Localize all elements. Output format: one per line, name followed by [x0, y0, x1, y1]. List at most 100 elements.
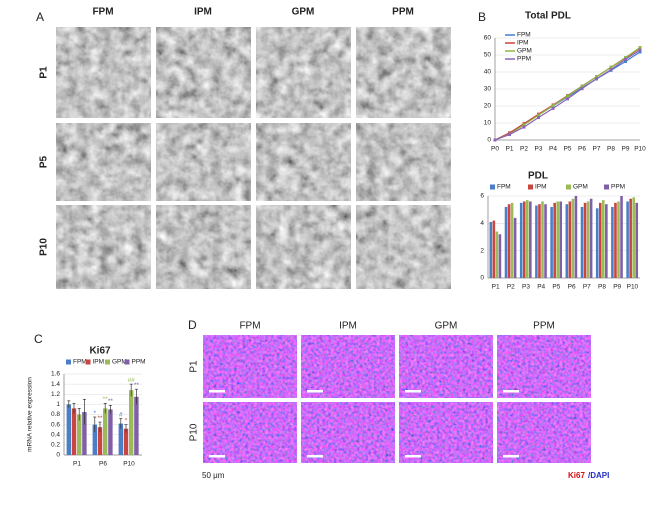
bar [629, 198, 632, 278]
micrograph [356, 27, 451, 118]
bar [489, 221, 493, 278]
y-tick-label: 1 [56, 401, 60, 408]
y-tick-label: 50 [484, 52, 492, 59]
panel-label: B [478, 10, 486, 24]
bar [498, 234, 502, 278]
bar [571, 198, 575, 278]
marker [624, 56, 627, 60]
marker [493, 138, 497, 142]
bar [134, 396, 139, 455]
significance: ** [103, 396, 109, 403]
significance: ** [108, 398, 114, 405]
column-label: GPM [292, 7, 315, 18]
y-tick-label: 20 [484, 103, 492, 110]
bar [605, 204, 608, 278]
x-tick-label: P3 [522, 284, 530, 291]
y-tick-label: 0 [487, 137, 491, 144]
x-tick-label: P3 [535, 146, 543, 153]
bar [71, 408, 77, 455]
bar [556, 201, 559, 278]
bar [123, 428, 129, 455]
micrograph [256, 123, 351, 201]
micrograph [156, 123, 251, 201]
x-tick-label: P4 [549, 146, 557, 153]
y-tick-label: 1.2 [51, 391, 60, 398]
bar [617, 201, 620, 278]
significance: # [119, 411, 123, 418]
x-tick-label: P1 [492, 284, 500, 291]
x-tick-label: P8 [607, 146, 615, 153]
legend-swatch [85, 359, 91, 365]
y-tick-label: 0 [56, 452, 60, 459]
bar [97, 427, 103, 455]
bar [103, 408, 108, 455]
x-tick-label: P10 [123, 461, 135, 468]
bar [544, 204, 547, 278]
row-label: P10 [189, 423, 200, 441]
marker [537, 116, 540, 120]
x-tick-label: P5 [552, 284, 560, 291]
legend-swatch [124, 359, 130, 365]
x-tick-label: P10 [634, 146, 646, 153]
bar [492, 220, 496, 278]
marker [638, 50, 642, 54]
micrograph [156, 27, 251, 118]
bar [108, 409, 113, 455]
y-tick-label: 1.6 [51, 371, 60, 378]
legend-swatch [604, 184, 609, 190]
y-tick-label: 0.6 [51, 421, 60, 428]
legend-label: PPM [611, 184, 625, 191]
marker [580, 87, 584, 91]
x-tick-label: P9 [622, 146, 630, 153]
x-tick-label: P8 [598, 284, 606, 291]
significance: ## [128, 377, 136, 384]
significance: ** [97, 415, 103, 422]
fluorescence-image [497, 402, 591, 463]
bar [118, 423, 124, 455]
marker [566, 94, 569, 98]
legend-label: GPM [517, 48, 532, 55]
bar [620, 196, 623, 278]
legend-label: PPM [517, 56, 531, 63]
row-label: P10 [39, 238, 50, 256]
x-tick-label: P1 [73, 461, 81, 468]
bar [538, 204, 541, 278]
bar [580, 206, 584, 278]
x-tick-label: P0 [491, 146, 499, 153]
x-tick-label: P6 [99, 461, 107, 468]
marker [624, 59, 627, 63]
scale-bar-label: 50 μm [202, 471, 225, 480]
chart-title: Ki67 [89, 346, 111, 357]
column-label: IPM [194, 7, 212, 18]
marker [638, 48, 642, 52]
scale-bar [209, 390, 225, 393]
marker [595, 75, 598, 79]
marker [522, 125, 526, 129]
bar [510, 202, 514, 278]
column-label: GPM [435, 321, 458, 332]
y-tick-label: 30 [484, 86, 492, 93]
bar [635, 202, 639, 278]
fluorescence-image [301, 402, 395, 463]
y-tick-label: 1.4 [51, 381, 60, 388]
bar [526, 200, 529, 278]
fluorescence-image [203, 402, 297, 463]
legend-swatch [66, 359, 71, 365]
micrograph [56, 123, 151, 201]
column-label: FPM [239, 321, 260, 332]
chart-title: PDL [528, 171, 548, 182]
bar [602, 200, 605, 278]
bar [574, 196, 578, 278]
marker [624, 57, 627, 61]
panel-label: C [34, 332, 43, 346]
bar [589, 198, 593, 278]
legend-label: FPM [497, 184, 511, 191]
micrograph [356, 205, 451, 289]
x-tick-label: P7 [583, 284, 591, 291]
legend-label: IPM [93, 359, 105, 366]
scale-bar [307, 390, 323, 393]
scale-bar [405, 455, 421, 458]
marker [537, 113, 540, 117]
bar [565, 204, 569, 278]
legend-swatch [528, 184, 533, 190]
